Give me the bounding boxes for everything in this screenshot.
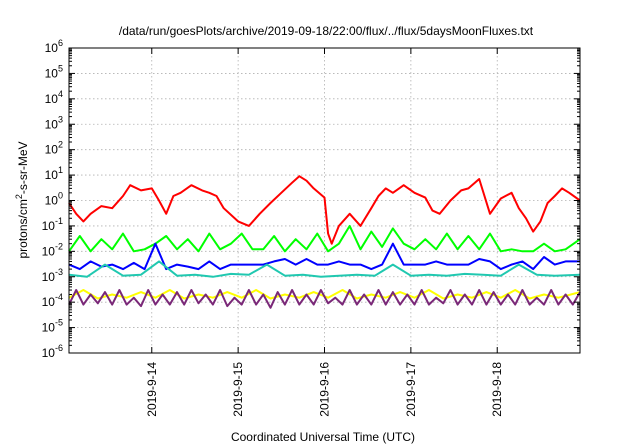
x-axis: 2019-9-14 2019-9-15 2019-9-16 2019-9-17 2019… <box>145 48 504 417</box>
y-axis-label: protons/cm2-s-sr-MeV <box>14 141 30 258</box>
y-tick-label: 102 <box>45 140 63 157</box>
series-line-2 <box>68 224 581 253</box>
y-tick-label: 10-6 <box>42 343 63 360</box>
y-tick-label: 104 <box>45 89 63 106</box>
chart-title: /data/run/goesPlots/archive/2019-09-18/2… <box>119 24 534 38</box>
series-line-4 <box>68 260 581 278</box>
y-tick-label: 10-2 <box>42 241 63 258</box>
y-tick-label: 10-3 <box>42 267 63 284</box>
x-tick-label: 2019-9-15 <box>231 362 245 417</box>
y-tick-label: 105 <box>45 63 63 80</box>
x-axis-label: Coordinated Universal Time (UTC) <box>231 430 415 444</box>
series-line-1 <box>68 175 581 245</box>
x-tick-label: 2019-9-17 <box>404 362 418 417</box>
y-tick-label: 10-1 <box>42 216 63 233</box>
series-line-5 <box>68 289 581 300</box>
y-tick-label: 106 <box>45 38 63 55</box>
x-tick-label: 2019-9-18 <box>490 362 504 417</box>
series-line-6 <box>68 289 581 309</box>
y-tick-label: 10-5 <box>42 318 63 335</box>
series-line-3 <box>68 242 580 271</box>
y-tick-label: 100 <box>45 191 63 208</box>
x-tick-label: 2019-9-16 <box>318 362 332 417</box>
y-tick-label: 103 <box>45 114 63 131</box>
y-tick-label: 101 <box>45 165 63 182</box>
x-tick-label: 2019-9-14 <box>145 362 159 417</box>
y-axis: 10-6 10-5 10-4 10-3 10-2 10-1 100 101 102 103 104 1… <box>42 38 580 360</box>
y-tick-label: 10-4 <box>42 292 63 309</box>
series-layer <box>68 175 581 309</box>
